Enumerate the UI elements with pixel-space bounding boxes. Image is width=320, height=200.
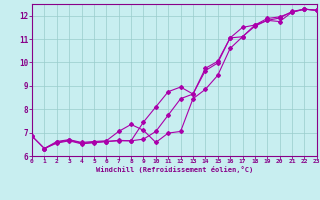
X-axis label: Windchill (Refroidissement éolien,°C): Windchill (Refroidissement éolien,°C) <box>96 166 253 173</box>
